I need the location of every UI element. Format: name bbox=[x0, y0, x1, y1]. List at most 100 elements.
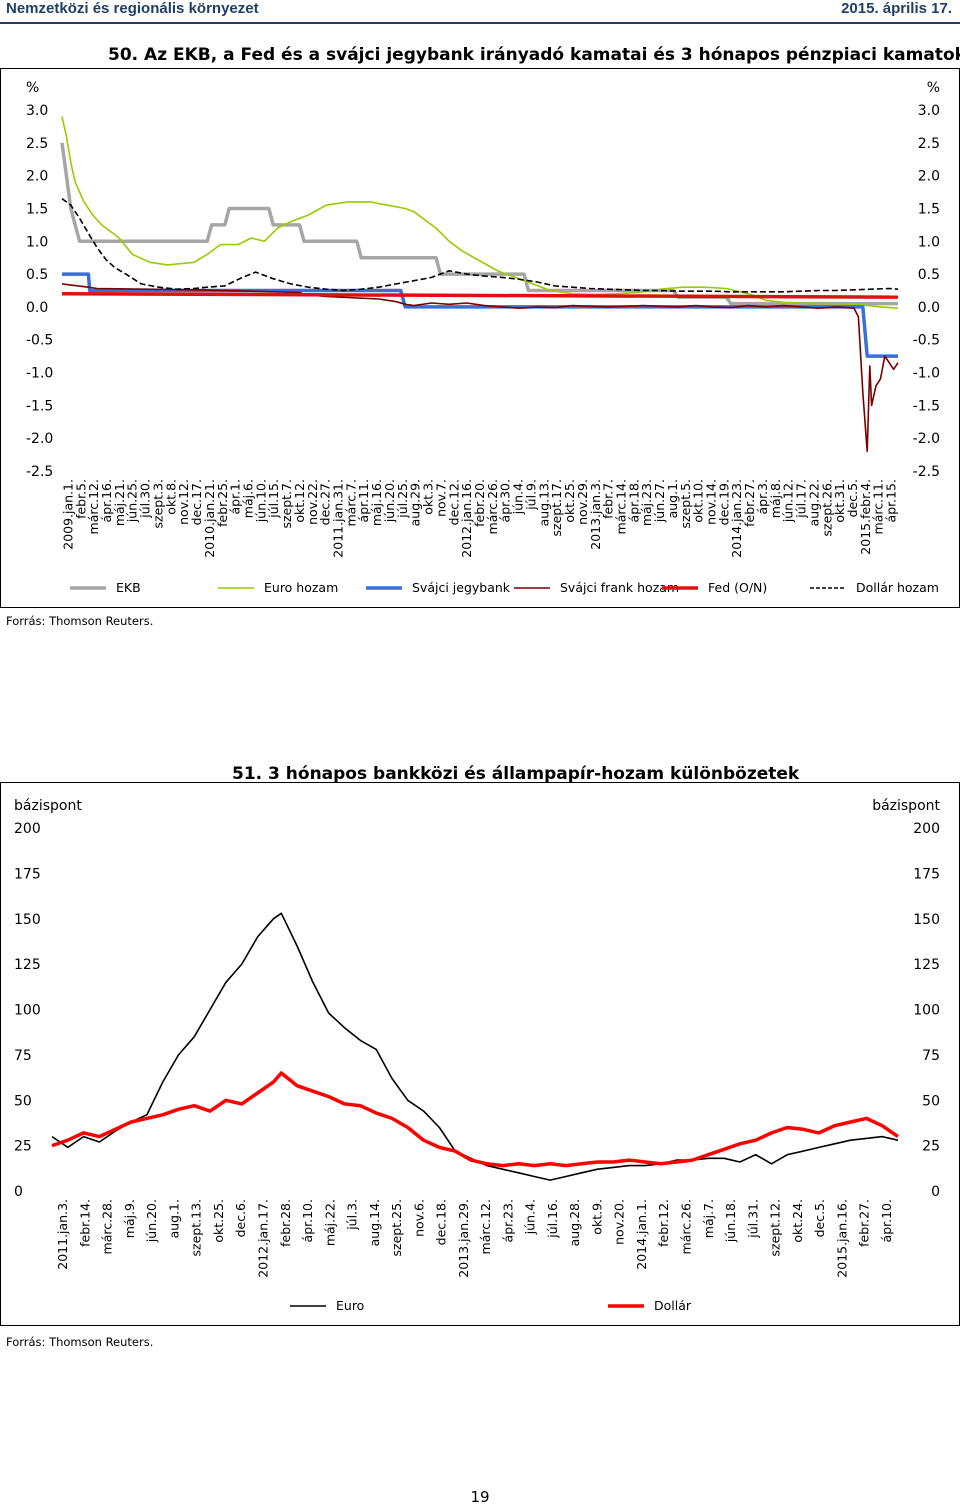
chart1-xtick: júl.17. bbox=[794, 479, 809, 519]
chart1-xtick: szept.7. bbox=[279, 479, 294, 529]
chart1-xtick: jún.20. bbox=[382, 479, 397, 523]
chart2-xtick: nov.6. bbox=[411, 1199, 426, 1237]
chart2-ytick-left: 100 bbox=[14, 1003, 41, 1019]
chart2-ytick-left: 50 bbox=[14, 1093, 32, 1109]
chart1-ytick-right: 0.5 bbox=[918, 267, 940, 283]
chart2-xtick: márc.28. bbox=[100, 1199, 115, 1254]
chart1-xtick: nov.12. bbox=[176, 479, 191, 525]
page-number: 19 bbox=[470, 1488, 490, 1506]
chart1-ytick-right: -2.5 bbox=[913, 464, 940, 480]
chart1-legend-label: Dollár hozam bbox=[856, 580, 939, 595]
chart2-ytick-left: 25 bbox=[14, 1139, 32, 1155]
report-date: 2015. április 17. bbox=[841, 0, 952, 17]
chart1-xtick: okt.12. bbox=[292, 479, 307, 523]
chart2-ylabel-left: bázispont bbox=[14, 798, 82, 814]
chart1-xtick: nov.14. bbox=[704, 479, 719, 525]
chart1-ytick-left: 3.0 bbox=[26, 103, 48, 119]
chart2-xtick: márc.12. bbox=[478, 1199, 493, 1254]
chart2-xtick: szept.13. bbox=[189, 1199, 204, 1256]
chart1-svg: 3.0 3.0 2.5 2.5 2.0 2.0 1.5 1.5 1.0 1.0 0.5 0.5 0.0 0… bbox=[26, 80, 940, 595]
chart2-ytick-left: 0 bbox=[14, 1184, 23, 1200]
chart2-xtick: 2014.jan.1. bbox=[634, 1199, 649, 1270]
chart2-xtick: ápr.10. bbox=[300, 1199, 315, 1242]
chart2-xtick: jún.18. bbox=[723, 1199, 738, 1243]
chart1-xtick: márc.12. bbox=[86, 479, 101, 534]
chart1-xtick: dec.17. bbox=[189, 479, 204, 525]
chart2-svg: 200 200 175 175 150 150 125 125 100 100 75 75 50 50 25… bbox=[14, 798, 941, 1313]
chart2-ytick-right: 175 bbox=[913, 866, 940, 882]
chart1-xtick: febr.5. bbox=[73, 479, 88, 519]
chart1-xtick: ápr.30. bbox=[498, 479, 513, 522]
chart2-xtick: máj.22. bbox=[322, 1199, 337, 1246]
chart1-ytick-right: 2.0 bbox=[918, 169, 940, 185]
chart1-xtick: 2009.jan.1. bbox=[60, 479, 75, 550]
chart1-ylabel-left: % bbox=[26, 80, 39, 96]
chart1-series-sv-jci-jegybank bbox=[62, 272, 898, 358]
chart1-xtick: ápr.11. bbox=[356, 479, 371, 522]
chart1-xtick: nov.29. bbox=[575, 479, 590, 525]
chart1-legend-label: Svájci jegybank bbox=[412, 580, 511, 595]
chart1-xtick: márc.14. bbox=[613, 479, 628, 534]
chart1-xtick: márc.7. bbox=[343, 479, 358, 526]
chart2-xtick: 2012.jan.17. bbox=[256, 1199, 271, 1278]
chart2-xtick: jún.4. bbox=[523, 1199, 538, 1235]
chart1-ylabel-right: % bbox=[927, 80, 940, 96]
chart1-source: Forrás: Thomson Reuters. bbox=[6, 614, 154, 628]
chart2-xtick: dec.6. bbox=[233, 1199, 248, 1237]
chart1-xtick: okt.31. bbox=[832, 479, 847, 523]
chart2-ytick-left: 175 bbox=[14, 866, 41, 882]
chart2-ytick-right: 200 bbox=[913, 821, 940, 837]
chart1-series-ekb bbox=[60, 142, 898, 306]
chart2-ytick-left: 75 bbox=[14, 1048, 32, 1064]
chart1-ytick-right: 0.0 bbox=[918, 300, 940, 316]
chart2-legend-label: Euro bbox=[336, 1298, 364, 1313]
chart1-xtick: aug.1. bbox=[665, 479, 680, 518]
chart2-xtick: okt.9. bbox=[589, 1199, 604, 1235]
chart1-xtick: febr.20. bbox=[472, 479, 487, 527]
chart2-ytick-right: 0 bbox=[931, 1184, 940, 1200]
chart1-series-sv-jci-frank-hozam bbox=[61, 283, 899, 453]
chart1-xtick: ápr.1. bbox=[228, 479, 243, 515]
chart1-xtick: febr.27. bbox=[742, 479, 757, 527]
chart1-xtick: 2012.jan.16. bbox=[459, 479, 474, 558]
chart1-xtick: nov.7. bbox=[433, 479, 448, 517]
chart1-ytick-left: 2.0 bbox=[26, 169, 48, 185]
chart1-xtick: júl.15. bbox=[266, 479, 281, 519]
chart2-ytick-right: 75 bbox=[922, 1048, 940, 1064]
section-title: Nemzetközi és regionális környezet bbox=[6, 0, 259, 17]
chart1-xtick: máj.16. bbox=[369, 479, 384, 526]
chart1-xtick: aug.13. bbox=[536, 479, 551, 526]
chart2-xtick: máj.9. bbox=[122, 1199, 137, 1238]
chart1-xtick: dec.19. bbox=[716, 479, 731, 525]
chart1-xtick: máj.23. bbox=[639, 479, 654, 526]
chart2-xtick: febr.27. bbox=[857, 1199, 872, 1247]
chart1-xtick: szept.3. bbox=[150, 479, 165, 529]
chart2-xtick: máj.7. bbox=[701, 1199, 716, 1238]
chart1-xtick: jún.4. bbox=[511, 479, 526, 515]
chart2-xtick: aug.1. bbox=[166, 1199, 181, 1238]
chart1-ytick-left: 1.5 bbox=[26, 201, 48, 217]
chart1-xtick: szept.26. bbox=[819, 479, 834, 536]
chart2-xtick: jún.20. bbox=[144, 1199, 159, 1243]
chart1-xtick: 2011.jan.31. bbox=[331, 479, 346, 558]
chart1-xtick: márc.11. bbox=[871, 479, 886, 534]
chart1-ytick-right: 2.5 bbox=[918, 136, 940, 152]
page-header: Nemzetközi és regionális környezet 2015.… bbox=[0, 0, 960, 24]
chart2-xtick: szept.25. bbox=[389, 1199, 404, 1256]
chart2-ytick-right: 50 bbox=[922, 1093, 940, 1109]
chart2-series-euro bbox=[51, 912, 899, 1181]
chart1-xtick: okt.3. bbox=[421, 479, 436, 515]
chart2-series-doll-r bbox=[51, 1071, 899, 1168]
chart1-ytick-left: -0.5 bbox=[26, 333, 53, 349]
chart1-xtick: máj.8. bbox=[768, 479, 783, 518]
header-rule bbox=[0, 22, 960, 24]
chart1-xtick: 2010.jan.21. bbox=[202, 479, 217, 558]
chart1-xtick: jún.10. bbox=[253, 479, 268, 523]
chart1-xtick: máj.6. bbox=[240, 479, 255, 518]
chart1-xtick: ápr.16. bbox=[99, 479, 114, 522]
chart1-xtick: ápr.3. bbox=[755, 479, 770, 515]
chart2-xtick: dec.5. bbox=[812, 1199, 827, 1237]
chart2-ytick-right: 150 bbox=[913, 912, 940, 928]
chart2-xtick: 2011.jan.3. bbox=[55, 1199, 70, 1270]
chart2-legend-label: Dollár bbox=[654, 1298, 692, 1313]
